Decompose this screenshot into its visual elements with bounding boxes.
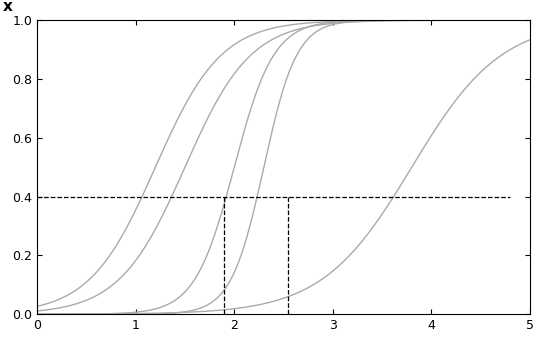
Y-axis label: x: x xyxy=(3,0,12,14)
